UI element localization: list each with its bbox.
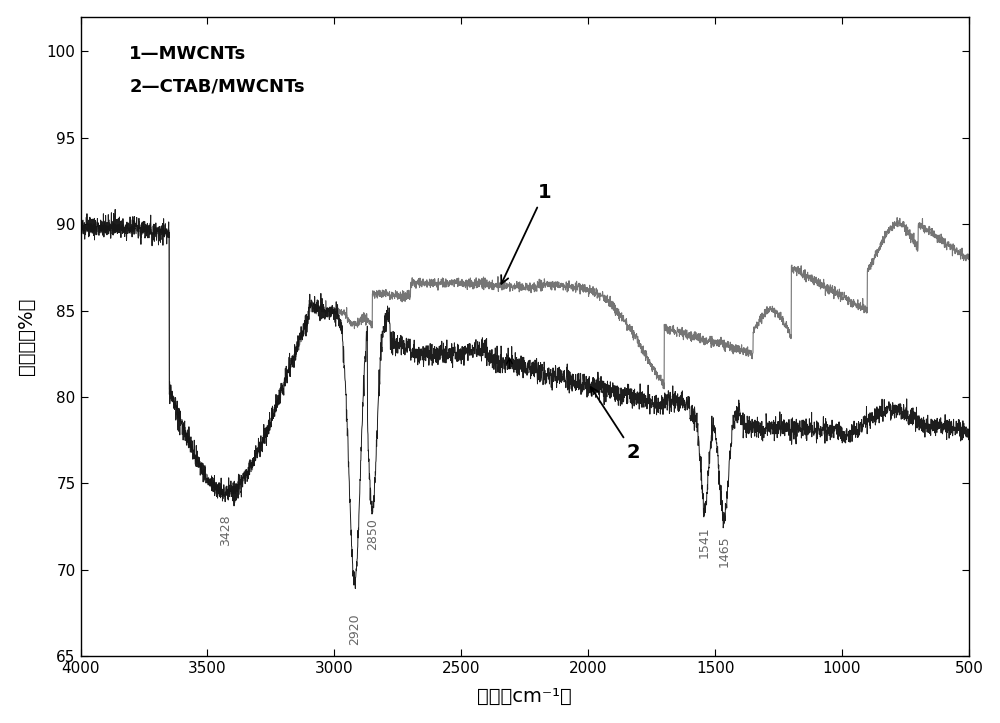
Text: 3428: 3428 bbox=[219, 515, 232, 546]
Text: 2: 2 bbox=[591, 388, 640, 461]
Y-axis label: 透过率（%）: 透过率（%） bbox=[17, 298, 36, 375]
Text: 1—MWCNTs: 1—MWCNTs bbox=[129, 46, 247, 64]
Text: 2—CTAB/MWCNTs: 2—CTAB/MWCNTs bbox=[129, 77, 305, 95]
Text: 1: 1 bbox=[501, 183, 551, 283]
X-axis label: 波长（cm⁻¹）: 波长（cm⁻¹） bbox=[477, 688, 572, 706]
Text: 2920: 2920 bbox=[348, 613, 361, 645]
Text: 2850: 2850 bbox=[366, 518, 379, 550]
Text: 1541: 1541 bbox=[698, 526, 711, 558]
Text: 1465: 1465 bbox=[717, 535, 730, 567]
